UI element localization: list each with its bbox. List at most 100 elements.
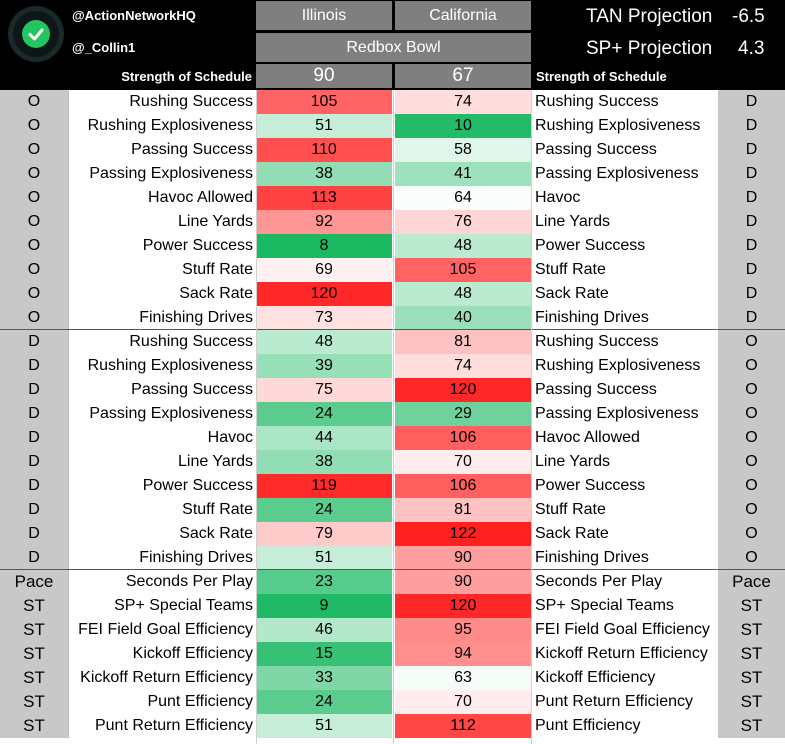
sos-label-right: Strength of Schedule [536,68,667,84]
tan-projection-label: TAN Projection [586,6,713,27]
table-row: ST Kickoff Efficiency 15 94 Kickoff Return E… [0,642,785,666]
stat-label-left: Kickoff Return Efficiency [80,669,253,686]
table-row: D Power Success 119 106 Power Success O [0,474,785,498]
handle-action-network: @ActionNetworkHQ [72,8,196,23]
stat-label-right: FEI Field Goal Efficiency [535,621,710,638]
stat-label-right: Power Success [535,237,646,254]
stat-rank-right: 64 [395,186,531,210]
table-row: O Havoc Allowed 113 64 Havoc D [0,186,785,210]
side-label-left: D [0,402,69,426]
table-row: D Sack Rate 79 122 Sack Rate O [0,522,785,546]
table-row: O Passing Success 110 58 Passing Success D [0,138,785,162]
stat-rank-right: 81 [395,498,531,522]
stat-rank-left: 33 [256,666,392,690]
stat-label-left: FEI Field Goal Efficiency [78,621,253,638]
side-label-left: O [0,162,69,186]
stat-rank-left: 110 [256,138,392,162]
side-label-right: D [718,258,785,282]
stat-label-left: Havoc [207,429,253,446]
stat-rank-right: 63 [395,666,531,690]
side-label-right: O [718,522,785,546]
side-label-right: O [718,354,785,378]
stat-rank-left: 44 [256,426,392,450]
column-divider [256,90,257,744]
stat-label-right: Seconds Per Play [535,573,663,590]
stat-rank-left: 9 [256,594,392,618]
table-row: ST Punt Return Efficiency 51 112 Punt Effici… [0,714,785,738]
stat-label-left: Passing Success [131,141,253,158]
stat-label-left: Kickoff Efficiency [132,645,253,662]
stat-rank-left: 73 [256,306,392,330]
stat-rank-left: 105 [256,90,392,114]
stat-label-right: Sack Rate [535,285,609,302]
stat-rank-left: 23 [256,570,392,594]
stat-label-right: SP+ Special Teams [535,597,674,614]
side-label-left: D [0,330,69,354]
stat-label-left: Rushing Explosiveness [87,357,253,374]
table-row: O Line Yards 92 76 Line Yards D [0,210,785,234]
side-label-left: D [0,450,69,474]
side-label-left: O [0,114,69,138]
check-circle-icon [22,20,50,48]
side-label-right: D [718,210,785,234]
column-divider [393,90,394,744]
side-label-right: ST [718,666,785,690]
side-label-left: D [0,354,69,378]
table-row: ST FEI Field Goal Efficiency 46 95 FEI Field… [0,618,785,642]
stat-label-right: Power Success [535,477,646,494]
stat-label-left: Power Success [142,477,253,494]
stat-label-left: Sack Rate [179,285,253,302]
table-row: ST SP+ Special Teams 9 120 SP+ Special Teams… [0,594,785,618]
stat-label-left: Havoc Allowed [148,189,253,206]
side-label-right: ST [718,690,785,714]
stat-rank-left: 119 [256,474,392,498]
stat-rank-left: 39 [256,354,392,378]
side-label-right: ST [718,714,785,738]
stat-rank-right: 70 [395,450,531,474]
side-label-right: O [718,498,785,522]
stat-label-right: Line Yards [535,453,611,470]
sos-value-left: 90 [256,64,392,88]
side-label-left: ST [0,690,69,714]
game-name: Redbox Bowl [256,33,531,62]
stat-rank-right: 74 [395,354,531,378]
side-label-right: D [718,306,785,330]
stat-rank-right: 105 [395,258,531,282]
stat-rank-left: 51 [256,546,392,570]
sos-label-left: Strength of Schedule [121,68,252,84]
team-right-name: California [395,1,531,30]
table-row: D Line Yards 38 70 Line Yards O [0,450,785,474]
table-row: Pace Seconds Per Play 23 90 Seconds Per Play… [0,570,785,594]
side-label-right: D [718,162,785,186]
stat-label-right: Kickoff Return Efficiency [535,645,708,662]
side-label-left: D [0,474,69,498]
stat-label-right: Punt Return Efficiency [535,693,694,710]
stat-rank-left: 48 [256,330,392,354]
stat-label-right: Rushing Success [535,333,659,350]
side-label-right: ST [718,618,785,642]
stat-label-left: Passing Explosiveness [89,405,253,422]
side-label-left: ST [0,618,69,642]
side-label-right: ST [718,642,785,666]
section-divider [0,329,785,330]
table-row: O Stuff Rate 69 105 Stuff Rate D [0,258,785,282]
stat-rank-left: 120 [256,282,392,306]
column-divider [531,90,532,744]
stat-rank-left: 92 [256,210,392,234]
stat-label-right: Finishing Drives [535,309,649,326]
side-label-left: Pace [0,570,69,594]
stat-label-left: Stuff Rate [182,501,253,518]
side-label-right: D [718,90,785,114]
stat-rank-left: 24 [256,498,392,522]
stat-rank-right: 10 [395,114,531,138]
stat-label-left: Stuff Rate [182,261,253,278]
stat-label-right: Kickoff Efficiency [535,669,656,686]
stat-rank-right: 106 [395,474,531,498]
stat-rank-right: 29 [395,402,531,426]
stat-label-left: Passing Success [131,381,253,398]
stat-label-left: Punt Efficiency [147,693,253,710]
stat-rank-right: 95 [395,618,531,642]
stat-rank-right: 112 [395,714,531,738]
stat-rank-left: 8 [256,234,392,258]
stat-label-right: Rushing Explosiveness [535,357,701,374]
